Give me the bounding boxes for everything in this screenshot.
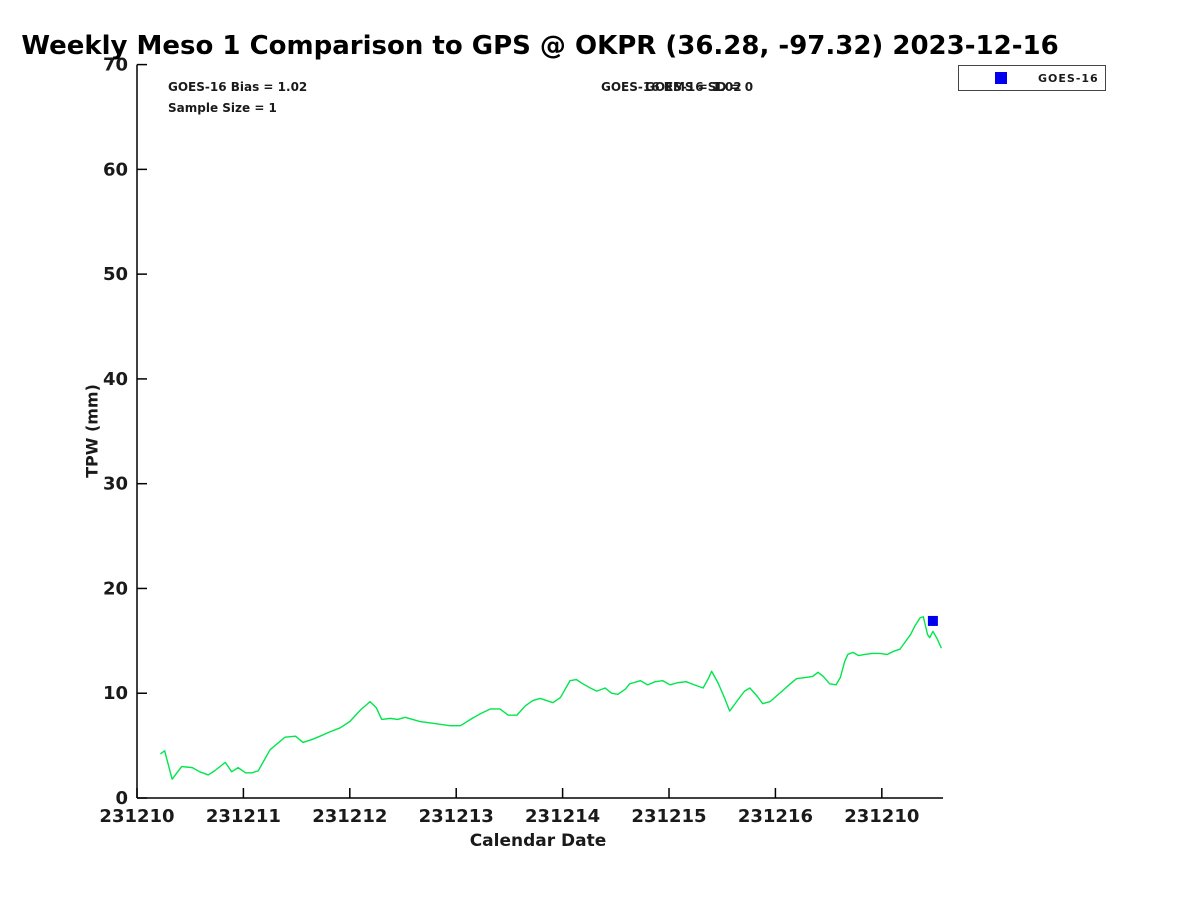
x-tick-label: 231213 [419, 806, 494, 827]
x-tick-label: 231211 [206, 806, 281, 827]
legend: GOES-16 [958, 65, 1106, 91]
x-tick-label: 231214 [525, 806, 600, 827]
legend-item-label: GOES-16 [1038, 71, 1099, 85]
x-tick-label: 231215 [631, 806, 706, 827]
y-axis-label: TPW (mm) [82, 384, 102, 478]
square-marker-icon [995, 72, 1007, 84]
annotation-sd: GOES-16 SD = 0 [645, 80, 754, 94]
series-line [159, 616, 943, 780]
x-tick-label: 231210 [844, 806, 919, 827]
x-tick-label: 231216 [738, 806, 813, 827]
chart-title: Weekly Meso 1 Comparison to GPS @ OKPR (… [21, 31, 1059, 61]
x-tick-label: 231212 [312, 806, 387, 827]
y-tick-label: 50 [103, 264, 128, 285]
x-tick-label: 231210 [99, 806, 174, 827]
y-tick-label: 70 [103, 55, 128, 76]
y-tick-label: 10 [103, 683, 128, 704]
y-tick-label: 20 [103, 578, 128, 599]
annotation-rms: GOES-16 RMS = 1.02 [601, 80, 742, 94]
y-tick-label: 60 [103, 159, 128, 180]
goes16-marker [927, 615, 938, 626]
y-tick-label: 30 [103, 474, 128, 495]
annotation-bias: GOES-16 Bias = 1.02 [168, 80, 308, 94]
annotation-sample-size: Sample Size = 1 [168, 101, 277, 115]
y-tick-label: 0 [115, 788, 128, 809]
x-axis-label: Calendar Date [469, 831, 607, 851]
y-tick-label: 40 [103, 369, 128, 390]
